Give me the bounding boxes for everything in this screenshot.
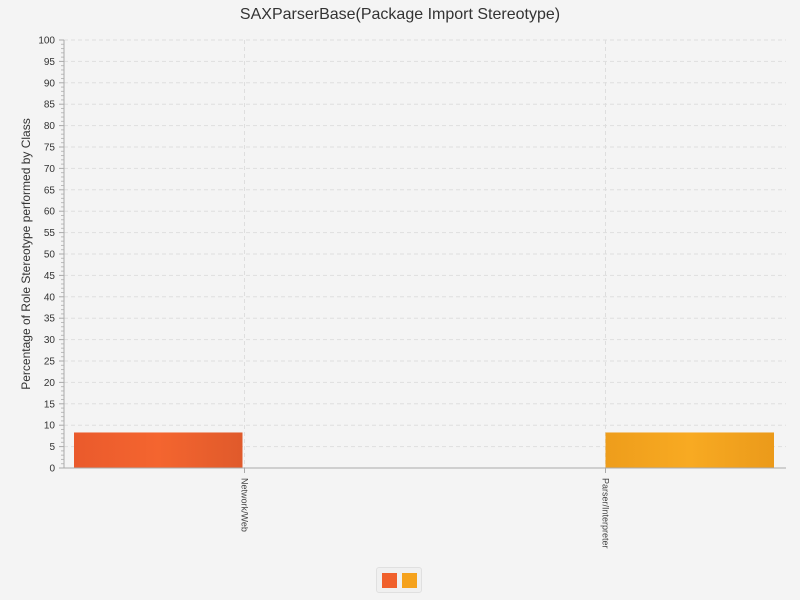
y-tick-label: 55 xyxy=(44,228,56,239)
x-tick-label: Network/Web xyxy=(240,478,250,532)
y-tick-label: 65 xyxy=(44,185,56,196)
legend xyxy=(376,567,422,593)
y-tick-label: 15 xyxy=(44,399,56,410)
y-tick-label: 60 xyxy=(44,207,56,218)
legend-swatch-series-2 xyxy=(402,573,417,588)
y-tick-label: 20 xyxy=(44,378,56,389)
y-tick-label: 90 xyxy=(44,78,56,89)
legend-swatch-series-1 xyxy=(382,573,397,588)
y-tick-label: 75 xyxy=(44,143,56,154)
bar-series-2-cat-2 xyxy=(605,432,774,468)
y-tick-label: 95 xyxy=(44,57,56,68)
y-tick-label: 0 xyxy=(49,464,55,475)
y-tick-label: 25 xyxy=(44,357,56,368)
y-tick-label: 35 xyxy=(44,314,56,325)
bar-series-1-cat-1 xyxy=(74,432,243,468)
chart-title: SAXParserBase(Package Import Stereotype) xyxy=(239,6,561,23)
y-tick-label: 5 xyxy=(49,442,55,453)
y-tick-label: 85 xyxy=(44,100,56,111)
y-tick-label: 45 xyxy=(44,271,56,282)
y-tick-label: 40 xyxy=(44,292,56,303)
x-tick-label: Parser/Interpreter xyxy=(601,478,611,549)
y-tick-label: 10 xyxy=(44,421,56,432)
y-tick-label: 30 xyxy=(44,335,56,346)
y-tick-label: 50 xyxy=(44,250,56,261)
y-tick-label: 80 xyxy=(44,121,56,132)
y-tick-label: 70 xyxy=(44,164,56,175)
y-tick-label: 100 xyxy=(38,36,55,47)
